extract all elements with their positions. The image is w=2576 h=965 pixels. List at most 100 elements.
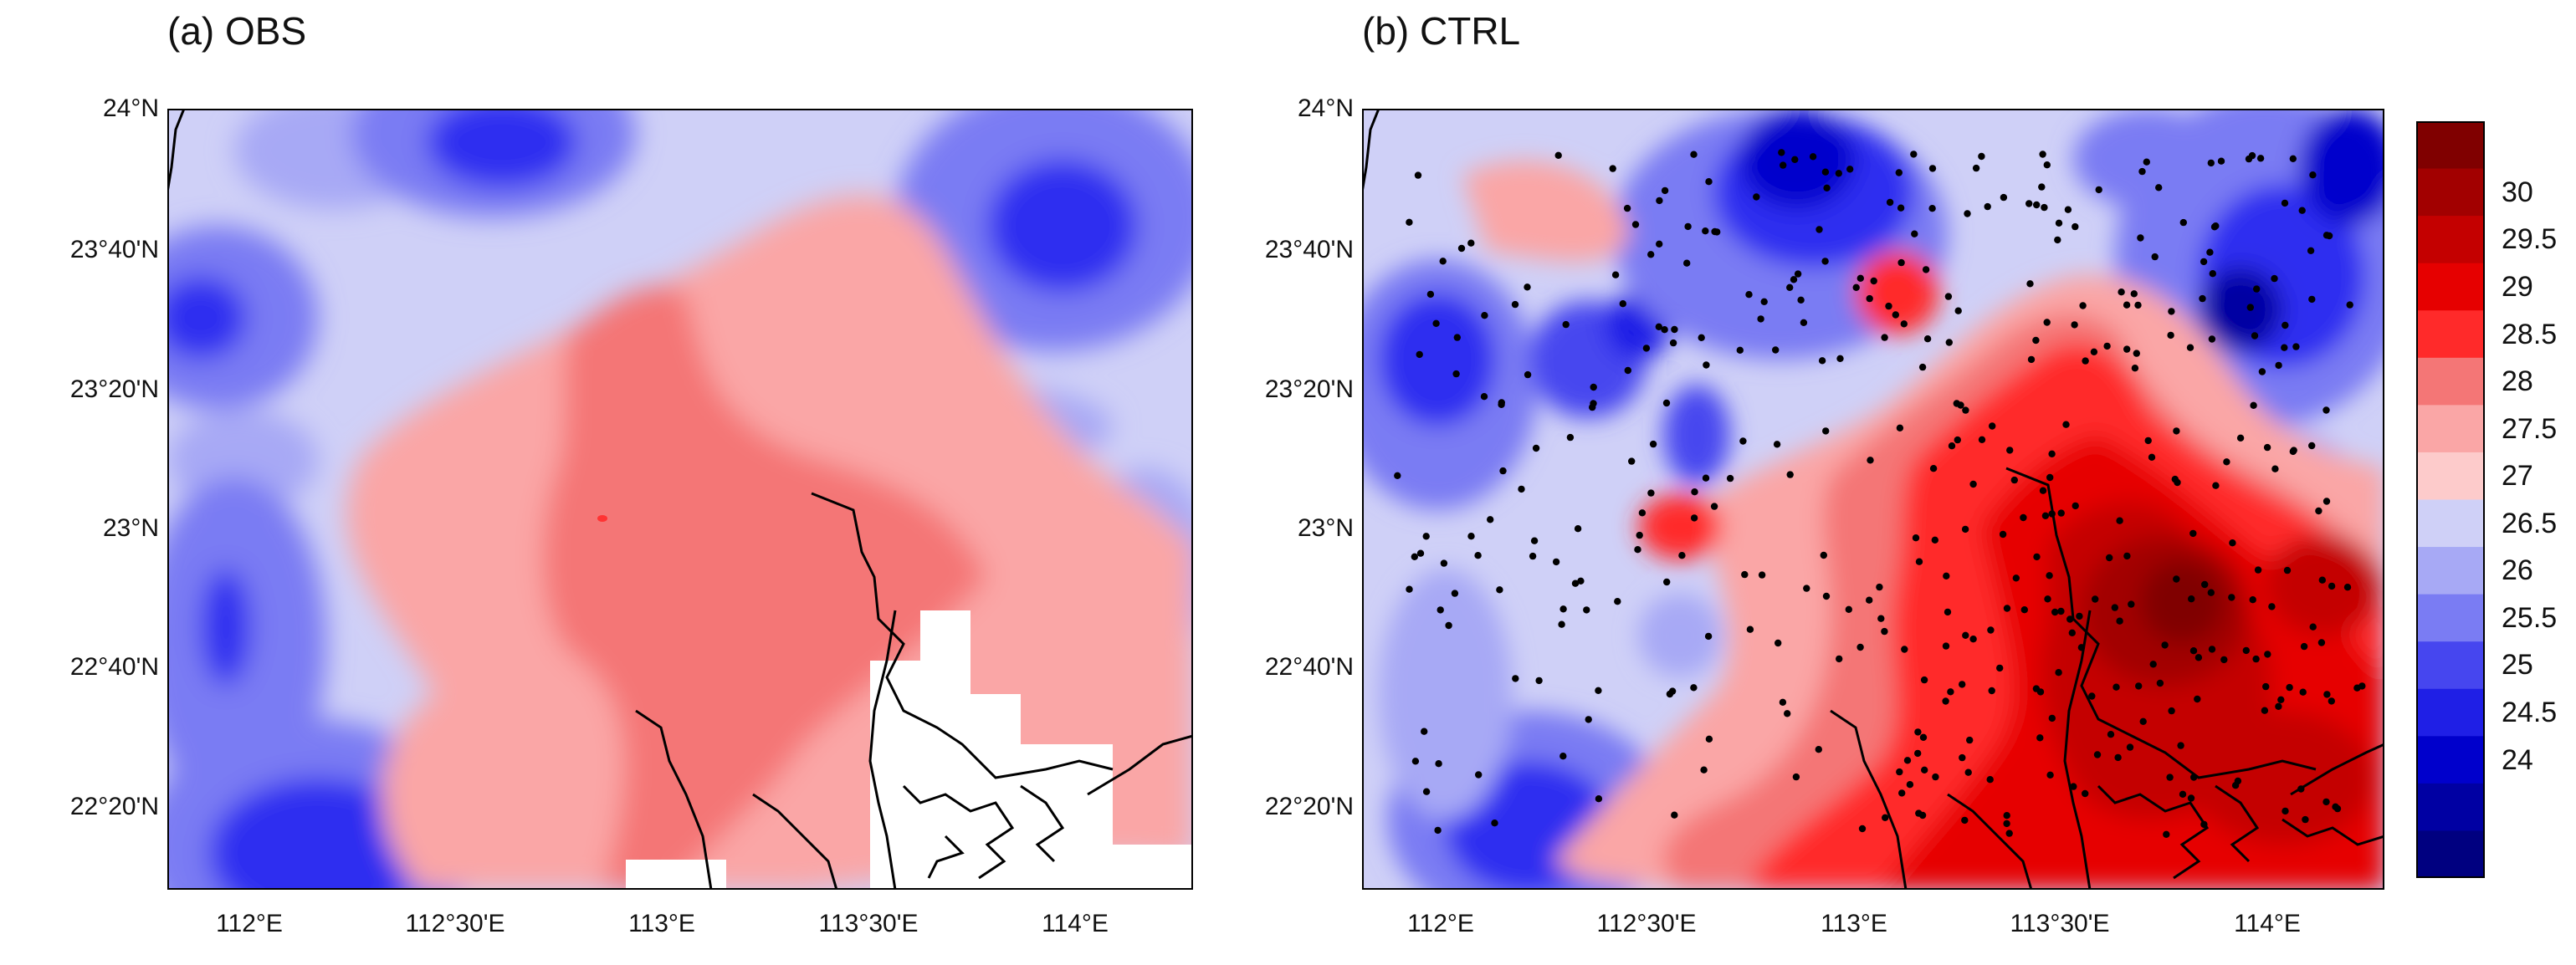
colorbar-label: 25 [2502,649,2533,682]
panel-a-ytick-4: 22°40'N [69,653,159,681]
station-dot [1786,283,1794,291]
station-dot [2307,247,2315,254]
station-dot [1574,525,1582,533]
station-dot [2020,606,2028,614]
panel-a-title: (a) OBS [167,9,307,53]
colorbar-label: 24.5 [2502,697,2558,729]
panel-b-svg [1362,109,2384,890]
station-dot [1705,178,1713,186]
station-dot [1809,153,1817,161]
station-dot [1499,467,1507,475]
station-dot [2068,629,2076,636]
station-dot [1786,471,1794,478]
station-dot [1647,489,1655,497]
station-dot [2003,605,2011,612]
station-dot [1711,227,1718,236]
station-dot [1906,781,1914,789]
station-dot [2200,258,2208,266]
station-dot [1426,290,1435,299]
station-dot [2254,566,2262,574]
station-dot [2194,654,2203,661]
colorbar-label: 28 [2502,365,2533,398]
station-dot [1815,226,1823,233]
station-dot [2206,248,2214,256]
station-dot [1668,687,1677,695]
station-dot [1867,457,1874,464]
station-dot [2116,517,2123,524]
station-dot [1496,586,1503,594]
station-dot [2262,682,2270,691]
colorbar-block [2416,216,2485,264]
station-dot [2256,155,2265,162]
panel-a-xtick-2: 113°E [628,910,695,937]
station-dot [1700,766,1708,774]
colorbar-label: 27 [2502,460,2533,493]
station-dot [2283,566,2292,574]
station-dot [1966,736,1974,744]
colorbar-block [2416,310,2485,359]
station-dot [1437,606,1444,614]
station-dot [1690,514,1698,522]
station-dot [1439,258,1447,265]
station-dot [2220,656,2228,664]
station-dot [2048,450,2056,457]
station-dot [2055,219,2063,227]
station-dot [2032,685,2041,692]
station-dot [1480,393,1488,401]
station-dot [1524,370,1532,379]
station-dot [1836,655,1843,663]
station-dot [2046,572,2053,580]
station-dot [2188,595,2195,603]
station-dot [1900,320,1908,328]
station-dot [2318,576,2326,584]
station-dot [1915,558,1923,565]
station-dot [2144,437,2152,445]
station-dot [2148,453,2156,461]
station-dot [1911,230,1918,237]
station-dot [1453,334,1461,341]
station-dot [2167,331,2174,340]
station-dot [1451,590,1459,597]
station-dot [1910,151,1918,158]
station-dot [1876,583,1883,591]
station-dot [2003,819,2010,828]
station-dot [1589,403,1596,411]
station-dot [1944,293,1953,300]
colorbar-block [2416,405,2485,453]
station-dot [1895,169,1903,176]
station-dot [1634,546,1641,554]
station-dot [2000,193,2008,202]
station-dot [1978,152,1985,161]
station-dot [1532,444,1540,452]
colorbar-block [2416,357,2485,406]
panel-a-xtick-3: 113°30'E [818,910,919,937]
panel-b-ytick-5: 22°20'N [1264,793,1354,820]
station-dot [2207,159,2215,167]
station-dot [2201,580,2209,589]
station-dot [2151,253,2159,261]
station-dot [2189,529,2197,538]
station-dot [1739,437,1747,445]
panel-b-xtick-0: 112°E [1407,910,1474,937]
colorbar-block [2416,688,2485,737]
station-dot [2046,473,2054,482]
station-dot [2039,487,2047,494]
station-dot [2033,201,2041,209]
station-dot [1611,271,1620,278]
station-dot [2289,155,2297,162]
station-dot [1912,534,1920,542]
panel-a-ytick-2: 23°20'N [69,375,159,403]
panel-b-xtick-3: 113°30'E [2010,910,2110,937]
station-dot [2328,582,2336,590]
station-dot [1529,552,1537,560]
station-dot [1885,302,1892,310]
station-dot [1481,312,1488,319]
station-dot [1406,585,1413,593]
station-dot [2113,683,2120,691]
station-dot [1583,606,1590,614]
station-dot [1434,826,1442,835]
colorbar-label: 30 [2502,176,2533,208]
station-dot [1669,339,1677,347]
station-dot [1656,240,1663,248]
station-dot [2242,646,2250,655]
